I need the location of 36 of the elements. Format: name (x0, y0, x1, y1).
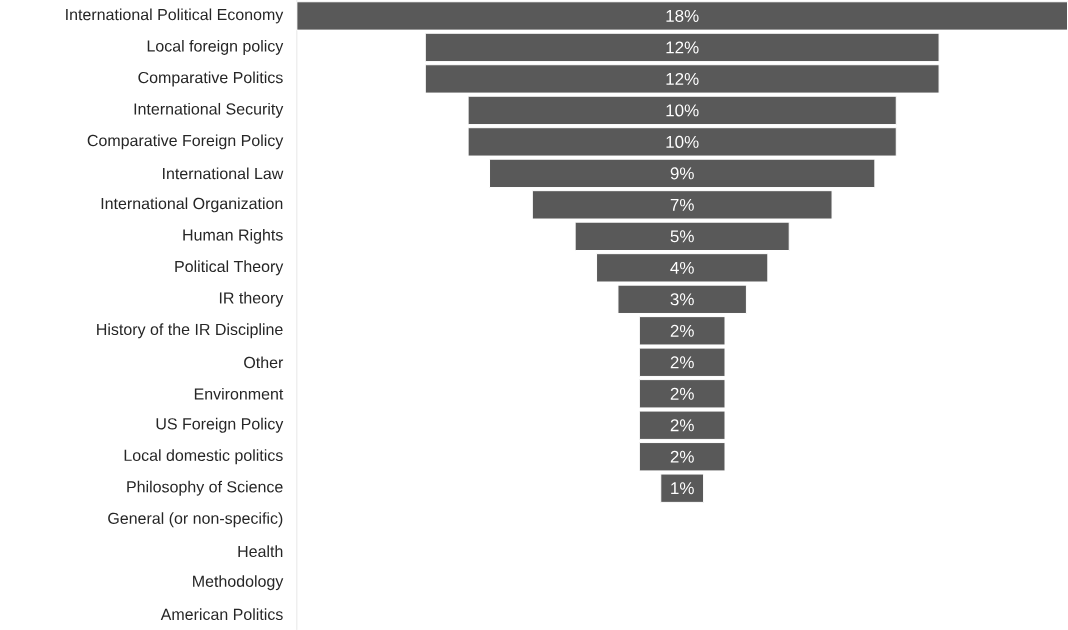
data-label: 18% (666, 9, 699, 22)
category-label: Environment (194, 387, 284, 400)
data-label: 2% (670, 387, 694, 400)
data-label: 2% (670, 356, 694, 369)
data-label: 7% (670, 198, 694, 211)
category-label: International Political Economy (66, 8, 284, 24)
category-label: Philosophy of Science (127, 480, 283, 496)
category-label: International Law (163, 167, 284, 180)
category-label: Health (238, 545, 283, 558)
data-label: 1% (671, 482, 694, 495)
data-label: 12% (666, 41, 699, 54)
category-label: Comparative Politics (138, 71, 283, 87)
category-label: Comparative Foreign Policy (87, 134, 284, 150)
category-label: IR theory (219, 291, 284, 307)
category-label: American Politics (160, 608, 283, 620)
category-label: Other (244, 356, 284, 369)
category-label: Methodology (193, 575, 284, 591)
category-label: US Foreign Policy (156, 417, 284, 433)
category-label: International Organization (101, 197, 283, 213)
category-label: History of the IR Discipline (97, 323, 283, 339)
data-label: 12% (666, 72, 699, 85)
category-label: Political Theory (175, 260, 284, 276)
data-label: 2% (670, 450, 694, 463)
data-label: 3% (670, 293, 694, 306)
category-label: General (or non-specific) (108, 512, 283, 528)
data-label: 10% (666, 104, 699, 117)
category-label: International Security (134, 102, 284, 118)
data-label: 4% (670, 261, 694, 274)
data-label: 9% (670, 167, 694, 180)
data-label: 2% (670, 419, 694, 432)
data-label: 5% (670, 230, 694, 243)
category-label: Human Rights (183, 228, 283, 244)
category-label: Local foreign policy (147, 39, 284, 55)
data-label: 2% (670, 324, 694, 337)
data-label: 10% (666, 135, 699, 148)
category-label: Local domestic politics (124, 449, 283, 465)
